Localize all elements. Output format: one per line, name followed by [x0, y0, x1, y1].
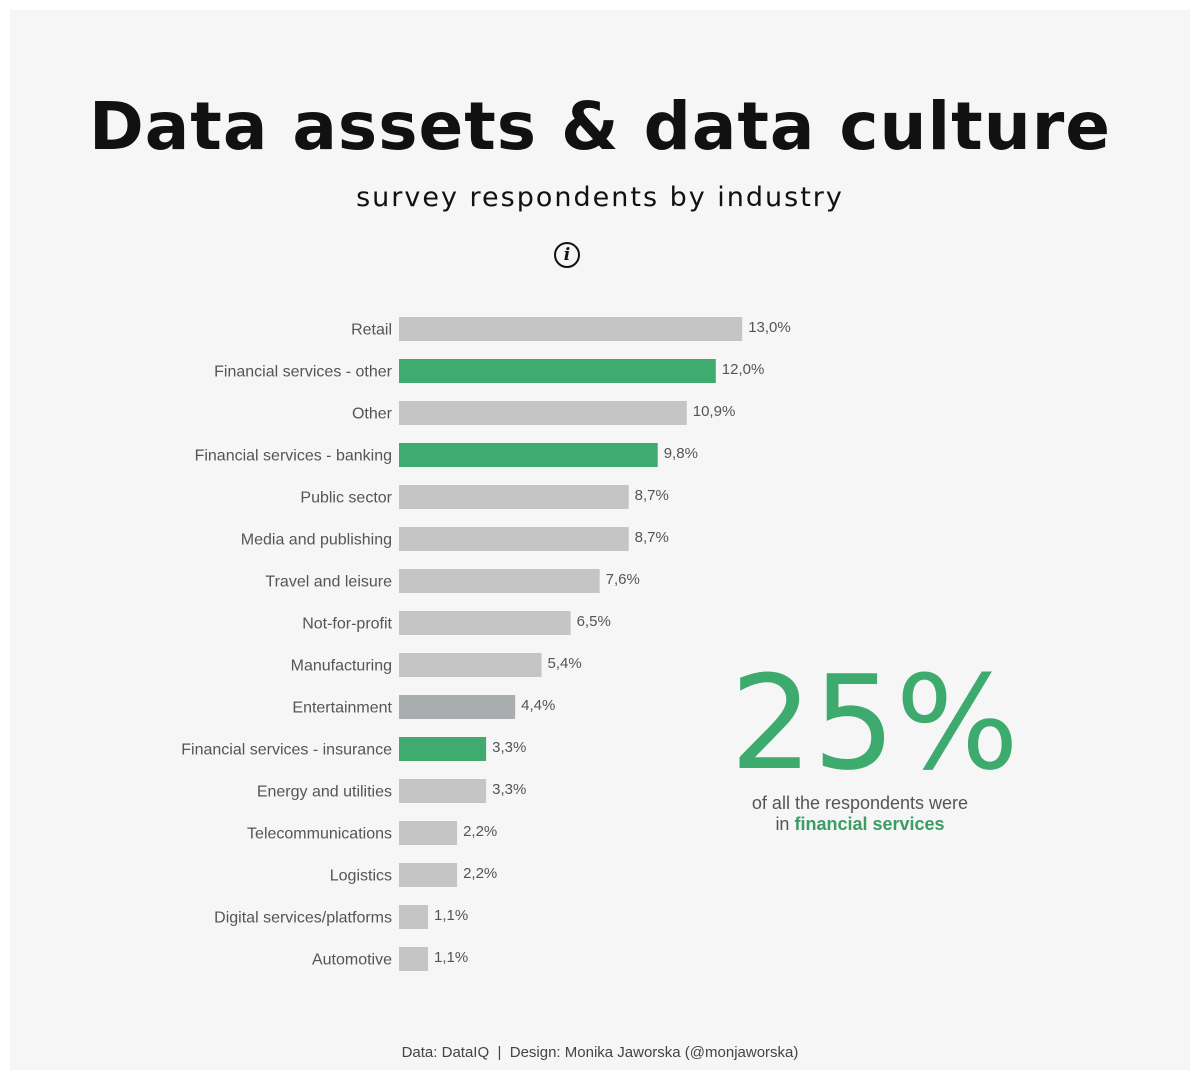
bar-automotive [399, 947, 429, 971]
callout-line-1: of all the respondents were [751, 793, 969, 813]
value-label-digital-services-platforms: 1,1% [434, 907, 468, 924]
category-label-manufacturing: Manufacturing [291, 658, 392, 675]
value-label-media-and-publishing: 8,7% [635, 529, 669, 546]
value-label-not-for-profit: 6,5% [577, 613, 611, 630]
callout-highlight: financial services [794, 814, 945, 834]
callout-line-2-prefix: in [775, 814, 790, 834]
footer-credits: Data: DataIQ | Design: Monika Jaworska (… [10, 1044, 1190, 1061]
chart-title: Data assets & data culture [88, 88, 1112, 165]
value-label-retail: 13,0% [748, 319, 791, 336]
bar-public-sector [399, 485, 629, 509]
bar-media-and-publishing [399, 527, 629, 551]
category-label-automotive: Automotive [312, 952, 392, 969]
value-label-logistics: 2,2% [463, 865, 497, 882]
bar-financial-services-insurance [399, 737, 487, 761]
category-label-financial-services-other: Financial services - other [214, 364, 393, 381]
value-label-energy-and-utilities: 3,3% [492, 781, 526, 798]
category-label-entertainment: Entertainment [292, 700, 392, 717]
value-label-other: 10,9% [693, 403, 736, 420]
bar-financial-services-banking [399, 443, 658, 467]
callout-text: of all the respondents were in financial… [710, 793, 1010, 835]
value-label-manufacturing: 5,4% [548, 655, 582, 672]
bar-other [399, 401, 687, 425]
bar-retail [399, 317, 743, 341]
bar-not-for-profit [399, 611, 571, 635]
bar-financial-services-other [399, 359, 716, 383]
value-label-public-sector: 8,7% [635, 487, 669, 504]
category-label-financial-services-insurance: Financial services - insurance [181, 742, 392, 759]
category-label-public-sector: Public sector [300, 490, 392, 507]
bar-manufacturing [399, 653, 542, 677]
category-label-digital-services-platforms: Digital services/platforms [214, 910, 392, 927]
footer-data-source: Data: DataIQ [401, 1044, 490, 1061]
value-label-financial-services-insurance: 3,3% [492, 739, 526, 756]
callout-percentage: 25% [730, 647, 1019, 799]
bar-logistics [399, 863, 458, 887]
value-label-entertainment: 4,4% [521, 697, 555, 714]
chart-panel: Data assets & data culture survey respon… [10, 10, 1190, 1070]
category-label-not-for-profit: Not-for-profit [302, 616, 392, 633]
category-label-energy-and-utilities: Energy and utilities [257, 784, 392, 801]
value-label-financial-services-banking: 9,8% [664, 445, 698, 462]
bar-digital-services-platforms [399, 905, 429, 929]
value-label-telecommunications: 2,2% [463, 823, 497, 840]
info-icon[interactable]: i [554, 242, 580, 268]
category-label-financial-services-banking: Financial services - banking [195, 448, 392, 465]
value-label-travel-and-leisure: 7,6% [606, 571, 640, 588]
bar-entertainment [399, 695, 516, 719]
value-label-automotive: 1,1% [434, 949, 468, 966]
category-label-travel-and-leisure: Travel and leisure [265, 574, 392, 591]
category-label-other: Other [352, 406, 393, 423]
category-label-retail: Retail [351, 322, 392, 339]
callout-line-2: in financial services [710, 814, 1010, 835]
value-label-financial-services-other: 12,0% [722, 361, 765, 378]
bar-telecommunications [399, 821, 458, 845]
category-label-logistics: Logistics [330, 868, 392, 885]
category-label-telecommunications: Telecommunications [247, 826, 392, 843]
bar-travel-and-leisure [399, 569, 600, 593]
footer-design-credit: Design: Monika Jaworska (@monjaworska) [509, 1044, 799, 1061]
chart-subtitle: survey respondents by industry [356, 182, 844, 213]
bar-energy-and-utilities [399, 779, 487, 803]
bar-chart: Retail 13,0% Financial services - other 12,… [181, 317, 791, 971]
category-label-media-and-publishing: Media and publishing [241, 532, 392, 549]
footer-separator: | [497, 1044, 502, 1061]
